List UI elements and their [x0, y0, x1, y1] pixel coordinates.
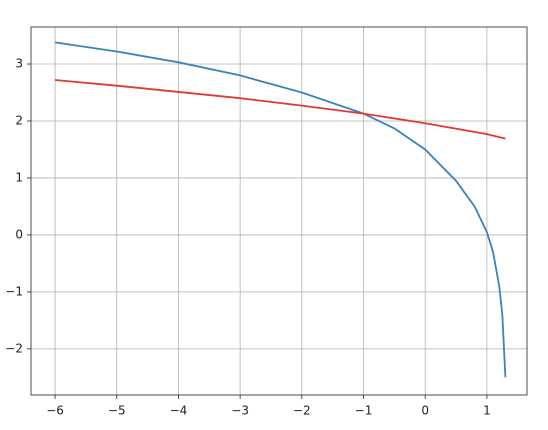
axes-frame — [30, 26, 528, 396]
y-tick-label: −1 — [5, 284, 23, 298]
x-tick-label: −4 — [170, 404, 188, 418]
x-tick-label: 0 — [421, 404, 429, 418]
x-tick-label: −2 — [293, 404, 311, 418]
x-tick-label: −1 — [355, 404, 373, 418]
x-tick-label: −5 — [108, 404, 126, 418]
line — [54, 41, 507, 378]
y-tick-label: 1 — [15, 170, 23, 184]
y-tick-label: 3 — [15, 57, 23, 71]
x-tick-label: −3 — [231, 404, 249, 418]
y-tick-label: −2 — [5, 341, 23, 355]
x-tick-label: 1 — [483, 404, 491, 418]
x-tick-label: −6 — [46, 404, 64, 418]
y-tick-label: 2 — [15, 113, 23, 127]
line — [54, 79, 506, 140]
y-tick-label: 0 — [15, 227, 23, 241]
